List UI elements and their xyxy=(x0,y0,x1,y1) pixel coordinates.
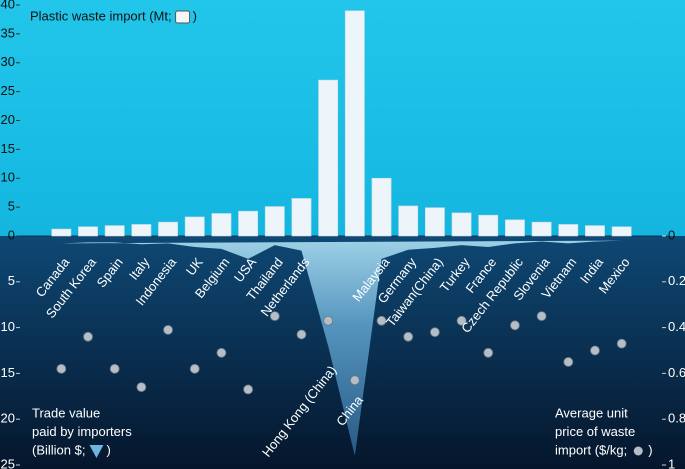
price-dot xyxy=(590,345,600,356)
price-dot xyxy=(536,311,547,322)
bar xyxy=(184,216,205,237)
bar xyxy=(131,224,152,237)
price-dot xyxy=(243,384,254,395)
bar xyxy=(318,79,339,237)
y2-tick-label: 0.6 xyxy=(668,365,685,380)
bar xyxy=(451,212,472,237)
price-dot xyxy=(616,338,627,349)
y3-tick-label: 25 xyxy=(1,456,15,469)
axis-label: ) xyxy=(106,442,110,457)
price-dot xyxy=(563,357,574,367)
axis-label: Plastic waste import (Mt; xyxy=(30,8,172,23)
y-tick-label: 35 xyxy=(1,25,15,40)
bar-icon xyxy=(175,10,191,24)
price-dot xyxy=(456,315,467,326)
price-dot xyxy=(483,347,494,358)
y-tick-label: 15 xyxy=(1,141,15,156)
y3-tick-label: 5 xyxy=(8,273,15,288)
bar xyxy=(264,206,285,237)
y2-tick-label: 0.8 xyxy=(668,411,685,426)
axis-label: price of waste xyxy=(555,424,635,439)
iceberg-area xyxy=(61,240,622,456)
bar xyxy=(104,225,125,237)
axis-label: ) xyxy=(648,442,652,457)
bar xyxy=(531,221,552,237)
bar xyxy=(611,226,632,237)
y2-tick-label: 0.2 xyxy=(668,273,685,288)
price-dot xyxy=(163,324,173,335)
bar xyxy=(291,198,312,237)
iceberg-icon xyxy=(89,445,104,458)
axis-label: import ($/kg; xyxy=(555,442,627,457)
y-tick-label: 40 xyxy=(1,0,15,11)
bar xyxy=(424,207,445,237)
bar xyxy=(344,10,365,237)
axis-label: paid by importers xyxy=(32,424,132,439)
y-tick-label: 20 xyxy=(1,112,15,127)
bar xyxy=(211,213,232,237)
bar xyxy=(238,210,259,237)
bar xyxy=(585,225,605,237)
price-dot xyxy=(376,315,387,326)
price-dot xyxy=(269,311,280,322)
bar xyxy=(558,224,579,237)
y3-tick-label: 15 xyxy=(1,365,15,380)
bar xyxy=(78,226,98,237)
axis-label: (Billion $; xyxy=(32,442,85,457)
bar xyxy=(478,214,499,237)
price-dot xyxy=(109,363,120,374)
price-dot xyxy=(83,331,93,342)
price-dot xyxy=(510,320,520,331)
price-dot xyxy=(189,363,200,374)
y-tick-label: 25 xyxy=(1,83,15,98)
axis-label: ) xyxy=(193,8,197,23)
bar xyxy=(398,205,419,237)
axis-label: Trade value xyxy=(32,405,100,420)
y2-tick-label: 0.4 xyxy=(668,319,685,334)
price-dot xyxy=(323,315,334,326)
bar xyxy=(371,177,392,237)
price-dot xyxy=(429,327,440,338)
axis-label: Average unit xyxy=(555,405,628,420)
y-tick-label: 10 xyxy=(1,170,15,185)
y-tick-label: 0 xyxy=(8,227,15,242)
bar xyxy=(505,219,525,237)
price-dot xyxy=(136,382,147,393)
y3-tick-label: 20 xyxy=(1,411,15,426)
price-dot xyxy=(216,347,227,358)
dot-icon xyxy=(633,446,643,456)
bar xyxy=(51,228,72,237)
price-dot xyxy=(349,375,360,386)
y-tick-label: 30 xyxy=(1,54,15,69)
y2-tick-label: 0 xyxy=(668,227,675,242)
bar xyxy=(158,221,178,237)
price-dot xyxy=(296,329,307,340)
price-dot xyxy=(403,331,414,342)
price-dot xyxy=(56,363,67,374)
y-tick-label: 5 xyxy=(8,199,15,214)
y3-tick-label: 10 xyxy=(1,319,15,334)
sky-background xyxy=(0,0,685,236)
y2-tick-label: 1 xyxy=(668,456,675,469)
